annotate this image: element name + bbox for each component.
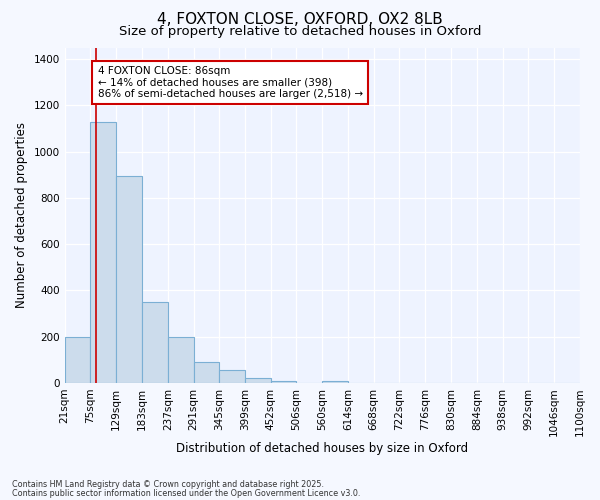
Bar: [168, 336, 194, 383]
Y-axis label: Number of detached properties: Number of detached properties: [15, 122, 28, 308]
Bar: [245, 378, 271, 383]
Text: Size of property relative to detached houses in Oxford: Size of property relative to detached ho…: [119, 25, 481, 38]
X-axis label: Distribution of detached houses by size in Oxford: Distribution of detached houses by size …: [176, 442, 469, 455]
Text: Contains public sector information licensed under the Open Government Licence v3: Contains public sector information licen…: [12, 488, 361, 498]
Text: 4, FOXTON CLOSE, OXFORD, OX2 8LB: 4, FOXTON CLOSE, OXFORD, OX2 8LB: [157, 12, 443, 28]
Bar: [142, 302, 168, 383]
Bar: [220, 370, 245, 383]
Bar: [116, 176, 142, 383]
Bar: [271, 380, 296, 383]
Text: 4 FOXTON CLOSE: 86sqm
← 14% of detached houses are smaller (398)
86% of semi-det: 4 FOXTON CLOSE: 86sqm ← 14% of detached …: [98, 66, 363, 99]
Text: Contains HM Land Registry data © Crown copyright and database right 2025.: Contains HM Land Registry data © Crown c…: [12, 480, 324, 489]
Bar: [194, 362, 220, 383]
Bar: [91, 122, 116, 383]
Bar: [65, 336, 91, 383]
Bar: [322, 380, 348, 383]
